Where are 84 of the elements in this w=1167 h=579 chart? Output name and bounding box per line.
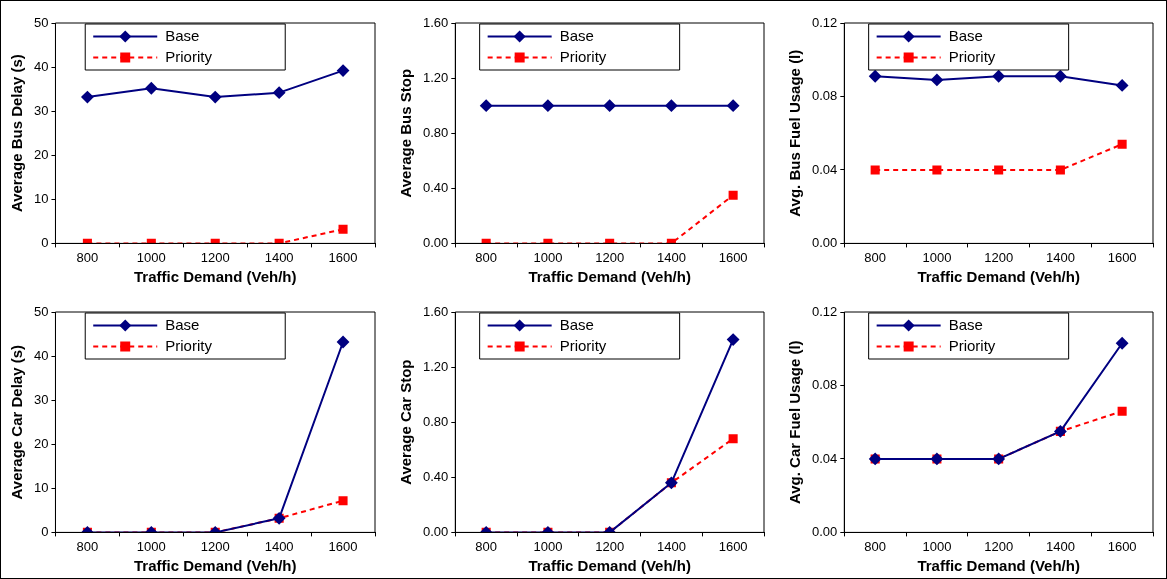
x-tick-label: 1000 [922,249,952,265]
x-tick-label: 1000 [136,538,166,554]
x-tick-label: 1600 [1107,538,1137,554]
x-tick-label: 800 [76,249,99,265]
y-tick-label: 40 [33,58,49,74]
x-tick-label: 1000 [922,538,952,554]
y-axis-title: Average Bus Stop [397,68,415,198]
y-tick-label: 0.00 [811,523,838,539]
x-tick-label: 1400 [1045,538,1075,554]
x-axis-title: Traffic Demand (Veh/h) [528,268,691,286]
x-axis-title: Traffic Demand (Veh/h) [917,268,1080,286]
x-tick-label: 1200 [984,249,1014,265]
y-tick-label: 1.20 [422,358,449,374]
y-tick-label: 1.20 [422,69,449,85]
legend-label: Base [948,315,983,333]
y-tick-label: 0.12 [811,303,838,319]
legend-label: Base [559,26,594,44]
y-tick-label: 1.60 [422,14,449,30]
x-tick-label: 1400 [656,538,686,554]
y-tick-label: 0.00 [422,234,449,250]
y-tick-label: 30 [33,391,49,407]
x-tick-label: 1400 [656,249,686,265]
legend-label: Priority [948,47,996,65]
y-tick-label: 0.00 [422,523,449,539]
y-axis-title: Average Car Delay (s) [8,344,26,500]
y-tick-label: 0.40 [422,179,449,195]
y-axis-title: Avg. Bus Fuel Usage (l) [786,49,804,217]
y-tick-label: 20 [33,146,49,162]
y-tick-label: 50 [33,303,49,319]
x-axis-title: Traffic Demand (Veh/h) [917,557,1080,575]
legend-label: Base [165,315,200,333]
legend-label: Base [948,26,983,44]
y-tick-label: 50 [33,14,49,30]
y-tick-label: 0.12 [811,14,838,30]
y-tick-label: 0 [41,523,49,539]
y-tick-label: 0.40 [422,468,449,484]
y-axis-title: Average Car Stop [397,359,415,485]
y-tick-label: 0.00 [811,234,838,250]
y-tick-label: 30 [33,102,49,118]
x-axis-title: Traffic Demand (Veh/h) [133,557,297,575]
x-axis-title: Traffic Demand (Veh/h) [528,557,691,575]
x-tick-label: 1600 [718,538,748,554]
x-tick-label: 1000 [136,249,166,265]
x-tick-label: 1600 [328,249,358,265]
legend-label: Base [165,26,200,44]
x-tick-label: 1000 [533,538,563,554]
x-tick-label: 1600 [718,249,748,265]
y-tick-label: 0.04 [811,161,838,177]
x-tick-label: 1600 [328,538,358,554]
y-tick-label: 0.04 [811,450,838,466]
x-tick-label: 1200 [200,538,230,554]
x-axis-title: Traffic Demand (Veh/h) [133,268,297,286]
y-tick-label: 10 [33,190,49,206]
y-tick-label: 0.08 [811,377,838,393]
y-tick-label: 10 [33,479,49,495]
x-tick-label: 800 [864,249,887,265]
x-tick-label: 1400 [264,538,294,554]
y-tick-label: 40 [33,347,49,363]
x-tick-label: 800 [475,249,498,265]
legend-label: Base [559,315,594,333]
y-tick-label: 1.60 [422,303,449,319]
y-tick-label: 20 [33,435,49,451]
x-tick-label: 1400 [1045,249,1075,265]
y-tick-label: 0.08 [811,88,838,104]
legend-label: Priority [559,47,607,65]
y-axis-title: Avg. Car Fuel Usage (l) [786,340,804,505]
legend-label: Priority [165,47,213,65]
x-tick-label: 1200 [200,249,230,265]
y-tick-label: 0.80 [422,124,449,140]
y-tick-label: 0.80 [422,413,449,429]
x-tick-label: 800 [864,538,887,554]
legend-label: Priority [948,336,996,354]
x-tick-label: 800 [76,538,99,554]
x-tick-label: 1200 [595,538,625,554]
x-tick-label: 1600 [1107,249,1137,265]
x-tick-label: 1000 [533,249,563,265]
y-axis-title: Average Bus Delay (s) [8,54,26,213]
x-tick-label: 1200 [984,538,1014,554]
x-tick-label: 1200 [595,249,625,265]
x-tick-label: 1400 [264,249,294,265]
y-tick-label: 0 [41,234,49,250]
legend-label: Priority [165,336,213,354]
legend-label: Priority [559,336,607,354]
x-tick-label: 800 [475,538,498,554]
